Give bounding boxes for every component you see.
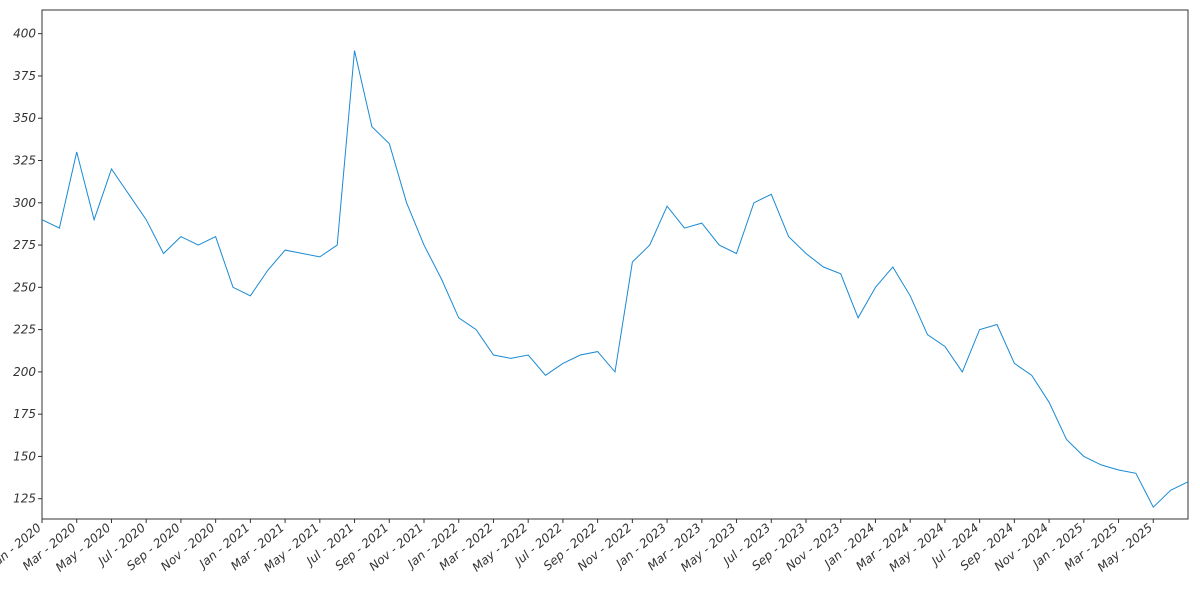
y-tick-label: 150 xyxy=(13,449,36,463)
y-tick-label: 225 xyxy=(13,323,36,337)
plot-frame xyxy=(41,9,1189,520)
y-tick-label: 250 xyxy=(13,280,36,294)
y-tick-label: 400 xyxy=(13,27,36,41)
y-tick-label: 350 xyxy=(13,111,36,125)
y-tick-label: 175 xyxy=(13,407,36,421)
y-tick-label: 200 xyxy=(13,365,36,379)
y-tick-label: 325 xyxy=(13,154,36,168)
price-line xyxy=(41,50,1189,509)
y-tick-label: 300 xyxy=(13,196,36,210)
y-tick-label: 125 xyxy=(13,492,36,506)
y-tick-label: 275 xyxy=(13,238,36,252)
y-tick-label: 375 xyxy=(13,69,36,83)
